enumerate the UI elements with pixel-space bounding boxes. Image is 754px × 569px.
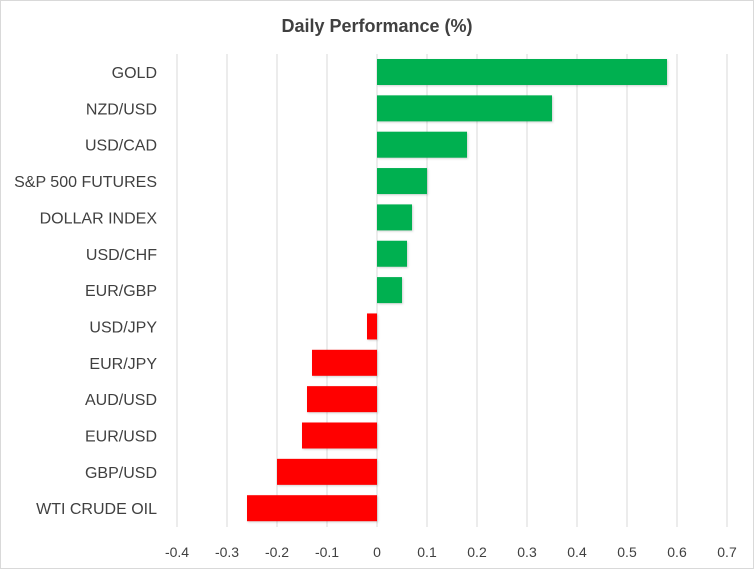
performance-bar xyxy=(377,95,552,122)
x-axis-tick-label: 0.5 xyxy=(617,544,637,560)
performance-bar xyxy=(377,240,407,267)
category-label: DOLLAR INDEX xyxy=(40,210,158,227)
x-axis-tick-label: 0.2 xyxy=(467,544,487,560)
performance-bar xyxy=(377,131,467,158)
category-label: AUD/USD xyxy=(85,392,157,409)
x-axis-tick-label: -0.4 xyxy=(165,544,189,560)
chart-title: Daily Performance (%) xyxy=(281,16,472,36)
performance-bar xyxy=(247,495,377,522)
performance-bar xyxy=(367,313,377,340)
category-label: EUR/JPY xyxy=(89,356,157,373)
x-axis-tick-label: -0.1 xyxy=(315,544,339,560)
x-axis-tick-label: 0 xyxy=(373,544,381,560)
grid-lines xyxy=(176,54,728,527)
performance-bar xyxy=(377,168,427,195)
category-label: EUR/GBP xyxy=(85,283,157,300)
category-label: S&P 500 FUTURES xyxy=(14,174,157,191)
category-label: NZD/USD xyxy=(86,101,157,118)
category-label: USD/JPY xyxy=(89,319,157,336)
category-label: USD/CAD xyxy=(85,138,157,155)
performance-bar xyxy=(312,349,377,376)
x-axis-tick-label: 0.4 xyxy=(567,544,587,560)
category-label: EUR/USD xyxy=(85,429,157,446)
category-label: GBP/USD xyxy=(85,465,157,482)
x-axis-tick-label: 0.3 xyxy=(517,544,537,560)
x-axis-tick-label: 0.7 xyxy=(717,544,737,560)
x-axis-tick-label: 0.6 xyxy=(667,544,687,560)
performance-bar xyxy=(377,277,402,304)
performance-bar xyxy=(277,458,377,485)
category-label: USD/CHF xyxy=(86,247,157,264)
performance-bar xyxy=(377,204,412,231)
x-axis-tick-labels: -0.4 -0.3 -0.2 -0.1 0 0.1 0.2 0.3 0.4 0.5 0.6 0.7 xyxy=(165,544,737,560)
category-label: GOLD xyxy=(112,65,157,82)
performance-bar xyxy=(302,422,377,449)
x-axis-tick-label: -0.3 xyxy=(215,544,239,560)
x-axis-tick-label: -0.2 xyxy=(265,544,289,560)
performance-bar xyxy=(377,59,667,85)
x-axis-tick-label: 0.1 xyxy=(417,544,437,560)
performance-bar xyxy=(307,386,377,413)
bar-series xyxy=(247,59,667,522)
category-labels: GOLD NZD/USD USD/CAD S&P 500 FUTURES DOLLAR … xyxy=(14,65,157,518)
category-label: WTI CRUDE OIL xyxy=(36,501,157,518)
